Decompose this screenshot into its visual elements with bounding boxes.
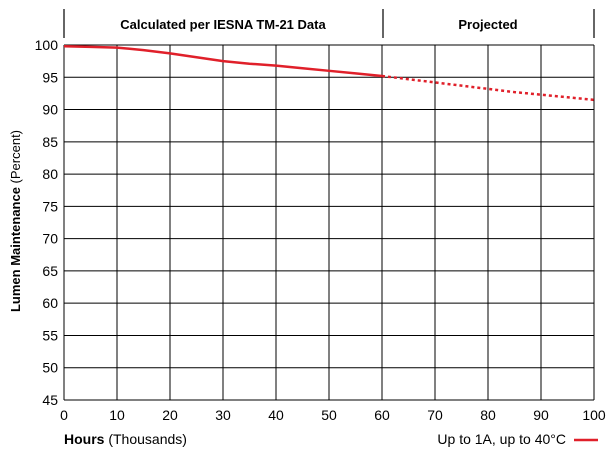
header-calculated-label: Calculated per IESNA TM-21 Data [120,17,326,32]
y-tick-50: 50 [42,360,58,376]
x-axis-label-normal: (Thousands) [104,431,186,447]
grid [63,44,595,401]
x-tick-60: 60 [374,407,390,423]
x-tick-0: 0 [60,407,68,423]
series-0-calculated-line [63,45,383,78]
header-projected-label: Projected [458,17,517,32]
y-tick-100: 100 [35,37,59,53]
x-tick-80: 80 [480,407,496,423]
x-tick-labels: 0 10 20 30 40 50 60 70 80 90 100 [60,407,606,423]
x-tick-40: 40 [268,407,284,423]
y-axis-label: Lumen Maintenance (Percent) [8,130,23,312]
y-tick-labels: 45 50 55 60 65 70 75 80 85 90 95 100 [35,37,59,408]
series-lines [63,45,595,102]
chart-header: Calculated per IESNA TM-21 Data Projecte… [63,9,595,38]
x-tick-90: 90 [533,407,549,423]
y-tick-70: 70 [42,231,58,247]
y-tick-45: 45 [42,392,58,408]
x-tick-30: 30 [215,407,231,423]
x-tick-10: 10 [109,407,125,423]
y-axis-label-bold: Lumen Maintenance [8,187,23,312]
x-axis-label-bold: Hours [64,431,105,447]
x-tick-70: 70 [427,407,443,423]
y-tick-80: 80 [42,166,58,182]
y-axis-label-normal: (Percent) [8,130,23,187]
y-tick-75: 75 [42,198,58,214]
y-tick-95: 95 [42,69,58,85]
y-tick-90: 90 [42,102,58,118]
y-tick-60: 60 [42,295,58,311]
legend: Up to 1A, up to 40°C [437,431,598,447]
y-tick-85: 85 [42,134,58,150]
y-tick-65: 65 [42,263,58,279]
y-tick-55: 55 [42,327,58,343]
x-tick-100: 100 [582,407,606,423]
x-tick-20: 20 [162,407,178,423]
legend-label: Up to 1A, up to 40°C [437,431,566,447]
x-axis-label: Hours (Thousands) [64,431,187,447]
x-tick-50: 50 [321,407,337,423]
